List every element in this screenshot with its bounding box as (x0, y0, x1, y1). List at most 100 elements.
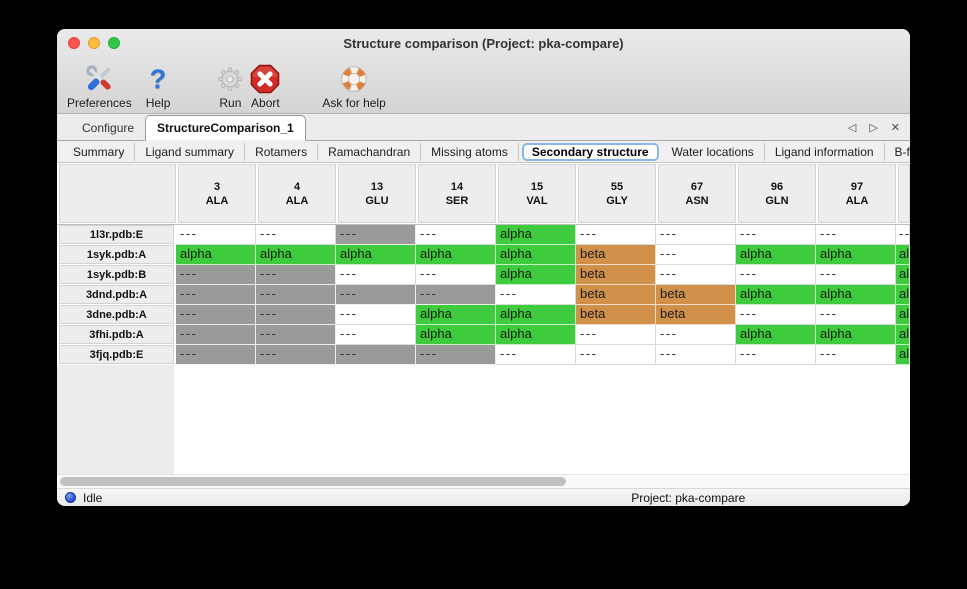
cell-1syk.pdb:A-67[interactable]: --- (656, 245, 736, 265)
subtab-missing-atoms[interactable]: Missing atoms (421, 142, 519, 161)
cell-1syk.pdb:B-15[interactable]: alpha (496, 265, 576, 285)
subtab-rotamers[interactable]: Rotamers (245, 142, 319, 161)
cell-3dnd.pdb:A-overflow[interactable]: alpha (896, 285, 910, 305)
cell-1l3r.pdb:E-96[interactable]: --- (736, 225, 816, 245)
subtab-summary[interactable]: Summary (63, 142, 136, 161)
column-header-97[interactable]: 97 ALA (818, 164, 896, 223)
zoom-window-button[interactable] (108, 37, 120, 49)
cell-3dne.pdb:A-97[interactable]: --- (816, 305, 896, 325)
cell-3fjq.pdb:E-15[interactable]: --- (496, 345, 576, 365)
cell-1l3r.pdb:E-4[interactable]: --- (256, 225, 336, 245)
cell-1syk.pdb:B-13[interactable]: --- (336, 265, 416, 285)
cell-3dnd.pdb:A-55[interactable]: beta (576, 285, 656, 305)
cell-3fhi.pdb:A-96[interactable]: alpha (736, 325, 816, 345)
cell-3dnd.pdb:A-4[interactable]: --- (256, 285, 336, 305)
cell-3fjq.pdb:E-14[interactable]: --- (416, 345, 496, 365)
column-header-67[interactable]: 67 ASN (658, 164, 736, 223)
cell-3dnd.pdb:A-14[interactable]: --- (416, 285, 496, 305)
close-window-button[interactable] (68, 37, 80, 49)
cell-1syk.pdb:A-96[interactable]: alpha (736, 245, 816, 265)
cell-3fhi.pdb:A-4[interactable]: --- (256, 325, 336, 345)
cell-3fhi.pdb:A-15[interactable]: alpha (496, 325, 576, 345)
cell-3fhi.pdb:A-55[interactable]: --- (576, 325, 656, 345)
column-header-14[interactable]: 14 SER (418, 164, 496, 223)
tab-scroll-right-icon[interactable]: ▷ (869, 122, 878, 134)
cell-3fhi.pdb:A-97[interactable]: alpha (816, 325, 896, 345)
cell-1syk.pdb:A-15[interactable]: alpha (496, 245, 576, 265)
cell-3fhi.pdb:A-3[interactable]: --- (176, 325, 256, 345)
subtab-b-factors[interactable]: B-factors (894, 144, 910, 159)
cell-3fjq.pdb:E-67[interactable]: --- (656, 345, 736, 365)
column-header-15[interactable]: 15 VAL (498, 164, 576, 223)
cell-3dnd.pdb:A-96[interactable]: alpha (736, 285, 816, 305)
cell-3dnd.pdb:A-13[interactable]: --- (336, 285, 416, 305)
cell-3fjq.pdb:E-97[interactable]: --- (816, 345, 896, 365)
cell-1syk.pdb:B-67[interactable]: --- (656, 265, 736, 285)
column-header-13[interactable]: 13 GLU (338, 164, 416, 223)
cell-1syk.pdb:A-13[interactable]: alpha (336, 245, 416, 265)
cell-3fjq.pdb:E-96[interactable]: --- (736, 345, 816, 365)
horizontal-scrollbar-thumb[interactable] (60, 477, 566, 486)
tab-close-icon[interactable]: ✕ (890, 122, 900, 134)
cell-1syk.pdb:B-55[interactable]: beta (576, 265, 656, 285)
cell-1syk.pdb:A-14[interactable]: alpha (416, 245, 496, 265)
cell-3dne.pdb:A-overflow[interactable]: alpha (896, 305, 910, 325)
cell-3dne.pdb:A-3[interactable]: --- (176, 305, 256, 325)
cell-1syk.pdb:A-97[interactable]: alpha (816, 245, 896, 265)
cell-1syk.pdb:B-96[interactable]: --- (736, 265, 816, 285)
cell-3fhi.pdb:A-14[interactable]: alpha (416, 325, 496, 345)
cell-1l3r.pdb:E-3[interactable]: --- (176, 225, 256, 245)
column-header-4[interactable]: 4 ALA (258, 164, 336, 223)
minimize-window-button[interactable] (88, 37, 100, 49)
cell-1syk.pdb:B-overflow[interactable]: alpha (896, 265, 910, 285)
cell-3fjq.pdb:E-55[interactable]: --- (576, 345, 656, 365)
cell-1l3r.pdb:E-55[interactable]: --- (576, 225, 656, 245)
run-button[interactable]: Run (216, 62, 244, 110)
cell-3fhi.pdb:A-13[interactable]: --- (336, 325, 416, 345)
cell-3dne.pdb:A-55[interactable]: beta (576, 305, 656, 325)
cell-3fjq.pdb:E-4[interactable]: --- (256, 345, 336, 365)
abort-button[interactable]: Abort (250, 62, 280, 110)
preferences-button[interactable]: Preferences (67, 62, 132, 110)
cell-1l3r.pdb:E-13[interactable]: --- (336, 225, 416, 245)
cell-3fjq.pdb:E-overflow[interactable]: alpha (896, 345, 910, 365)
cell-1syk.pdb:B-14[interactable]: --- (416, 265, 496, 285)
subtab-ligand-summary[interactable]: Ligand summary (135, 142, 246, 161)
cell-1syk.pdb:B-97[interactable]: --- (816, 265, 896, 285)
cell-1syk.pdb:B-3[interactable]: --- (176, 265, 256, 285)
cell-3fjq.pdb:E-3[interactable]: --- (176, 345, 256, 365)
cell-3dnd.pdb:A-15[interactable]: --- (496, 285, 576, 305)
cell-3fhi.pdb:A-overflow[interactable]: alpha (896, 325, 910, 345)
tab-structurecomparison_1[interactable]: StructureComparison_1 (145, 115, 306, 141)
cell-3dnd.pdb:A-97[interactable]: alpha (816, 285, 896, 305)
column-header-3[interactable]: 3 ALA (178, 164, 256, 223)
cell-3dne.pdb:A-67[interactable]: beta (656, 305, 736, 325)
cell-1syk.pdb:A-3[interactable]: alpha (176, 245, 256, 265)
cell-3dne.pdb:A-96[interactable]: --- (736, 305, 816, 325)
ask-for-help-button[interactable]: Ask for help (322, 62, 386, 110)
subtab-ligand-information[interactable]: Ligand information (765, 142, 885, 161)
cell-3dne.pdb:A-4[interactable]: --- (256, 305, 336, 325)
cell-3dne.pdb:A-14[interactable]: alpha (416, 305, 496, 325)
cell-1l3r.pdb:E-67[interactable]: --- (656, 225, 736, 245)
subtab-water-locations[interactable]: Water locations (662, 142, 765, 161)
horizontal-scrollbar[interactable] (57, 474, 910, 489)
help-button[interactable]: ? Help (146, 62, 171, 111)
column-header-96[interactable]: 96 GLN (738, 164, 816, 223)
cell-1syk.pdb:A-55[interactable]: beta (576, 245, 656, 265)
column-header-55[interactable]: 55 GLY (578, 164, 656, 223)
tab-scroll-left-icon[interactable]: ◁ (847, 122, 857, 134)
cell-1l3r.pdb:E-97[interactable]: --- (816, 225, 896, 245)
cell-1l3r.pdb:E-overflow[interactable]: --- (896, 225, 910, 245)
subtab-secondary-structure[interactable]: Secondary structure (521, 142, 659, 161)
cell-3fjq.pdb:E-13[interactable]: --- (336, 345, 416, 365)
cell-3dnd.pdb:A-67[interactable]: beta (656, 285, 736, 305)
cell-1syk.pdb:B-4[interactable]: --- (256, 265, 336, 285)
cell-3fhi.pdb:A-67[interactable]: --- (656, 325, 736, 345)
cell-1syk.pdb:A-4[interactable]: alpha (256, 245, 336, 265)
cell-3dne.pdb:A-13[interactable]: --- (336, 305, 416, 325)
cell-1syk.pdb:A-overflow[interactable]: alpha (896, 245, 910, 265)
tab-configure[interactable]: Configure (82, 121, 135, 135)
cell-3dnd.pdb:A-3[interactable]: --- (176, 285, 256, 305)
cell-1l3r.pdb:E-14[interactable]: --- (416, 225, 496, 245)
